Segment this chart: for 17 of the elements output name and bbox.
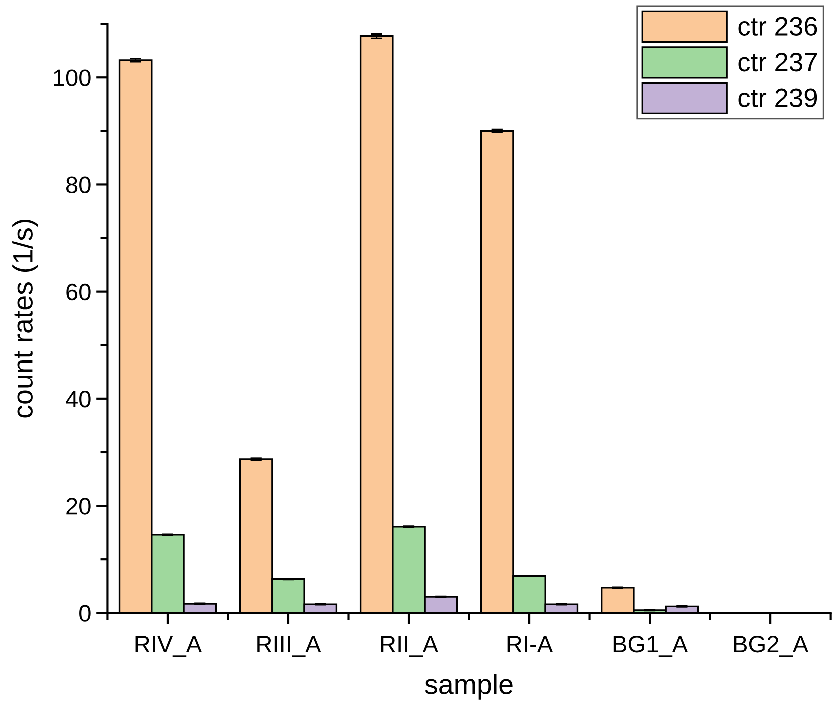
y-axis-title: count rates (1/s)	[12, 220, 38, 418]
y-tick-label: 20	[66, 498, 91, 515]
y-tick-label: 60	[66, 284, 91, 301]
y-tick-label: 80	[66, 176, 91, 194]
y-tick-label: 100	[54, 70, 91, 86]
x-tick-label: RIV_A	[136, 636, 202, 658]
y-tick-label: 0	[80, 605, 91, 622]
x-tick-label: RIII_A	[258, 636, 322, 658]
x-axis-title: sample	[425, 674, 513, 700]
legend-label: ctr 239	[738, 88, 818, 108]
legend-label: ctr 236	[738, 17, 818, 36]
y-tick-label: 40	[66, 390, 91, 408]
x-tick-label: BG2_A	[734, 636, 809, 658]
x-tick-label: BG1_A	[614, 636, 688, 658]
x-tick-label: RI-A	[508, 636, 554, 652]
x-tick-label: RII_A	[381, 636, 438, 658]
legend-label: ctr 237	[738, 53, 817, 72]
